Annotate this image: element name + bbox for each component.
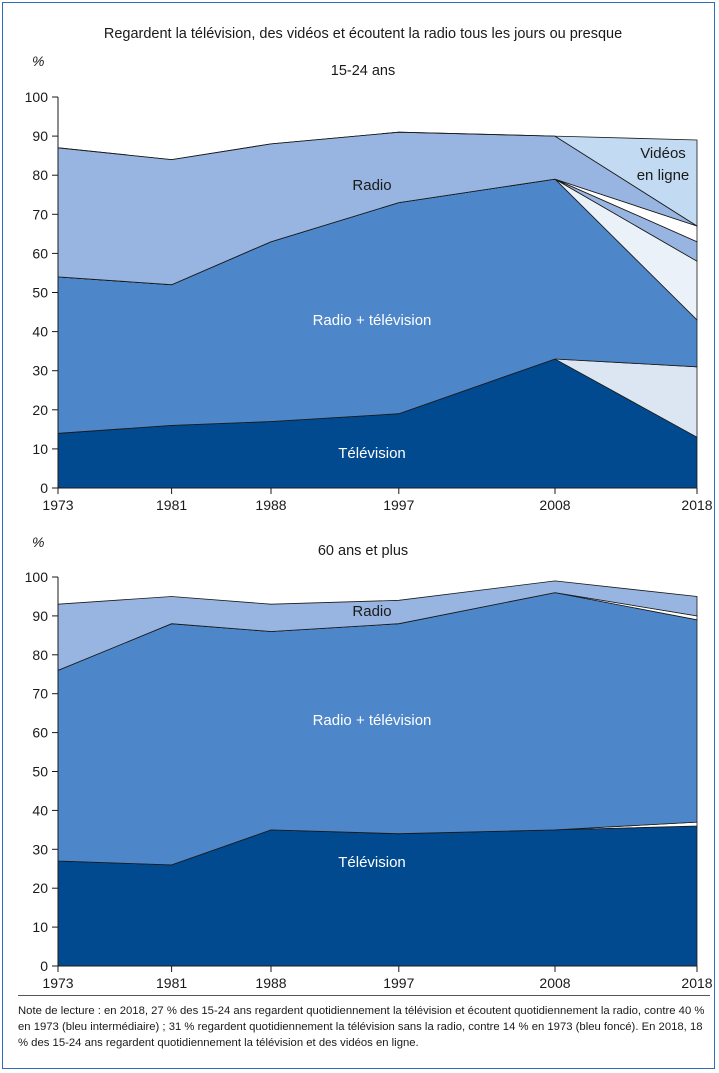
x-tick-label: 1997 bbox=[383, 975, 414, 991]
chart-panel-15-24: % 15-24 ans 0 10 20 30 40 50 60 70 80 90 100 1973 19… bbox=[25, 53, 713, 513]
y-tick-label: 90 bbox=[32, 128, 48, 144]
panel-2-areas bbox=[57, 580, 698, 967]
x-tick-label: 1997 bbox=[383, 497, 414, 513]
y-tick-label: 30 bbox=[32, 841, 48, 857]
y-tick-label: 70 bbox=[32, 206, 48, 222]
panel-1-ylabel: % bbox=[32, 53, 44, 69]
chart-panel-60-plus: % 60 ans et plus 0 10 20 30 40 50 60 70 80 90 100 1… bbox=[25, 534, 713, 991]
panel-2-ylabel: % bbox=[32, 534, 44, 550]
y-tick-label: 50 bbox=[32, 764, 48, 780]
panel-1-label-videos-1: Vidéos bbox=[640, 145, 686, 162]
x-tick-label: 1973 bbox=[42, 975, 73, 991]
panel-2-label-radio-tv: Radio + télévision bbox=[313, 712, 432, 729]
y-tick-label: 40 bbox=[32, 324, 48, 340]
reading-note: Note de lecture : en 2018, 27 % des 15-2… bbox=[18, 1005, 705, 1049]
x-tick-label: 2008 bbox=[539, 497, 570, 513]
y-tick-label: 0 bbox=[40, 480, 48, 496]
panel-1-label-videos-2: en ligne bbox=[637, 167, 690, 184]
panel-2-title: 60 ans et plus bbox=[318, 543, 408, 559]
panel-1-series-7 bbox=[57, 131, 698, 227]
figure-title: Regardent la télévision, des vidéos et é… bbox=[104, 26, 622, 42]
x-tick-label: 1981 bbox=[156, 975, 187, 991]
panel-1-label-radio: Radio bbox=[352, 177, 391, 194]
y-tick-label: 100 bbox=[25, 569, 49, 585]
y-tick-label: 70 bbox=[32, 686, 48, 702]
panel-2-label-radio: Radio bbox=[352, 603, 391, 620]
x-tick-label: 1988 bbox=[255, 497, 286, 513]
y-tick-label: 0 bbox=[40, 958, 48, 974]
y-tick-label: 50 bbox=[32, 285, 48, 301]
panel-1-label-radio-tv: Radio + télévision bbox=[313, 312, 432, 329]
panel-1-title: 15-24 ans bbox=[331, 63, 396, 79]
panel-1-areas bbox=[57, 131, 698, 489]
x-tick-label: 2008 bbox=[539, 975, 570, 991]
x-tick-label: 2018 bbox=[681, 497, 712, 513]
panel-1-label-television: Télévision bbox=[338, 445, 406, 462]
y-tick-label: 80 bbox=[32, 647, 48, 663]
y-tick-label: 10 bbox=[32, 441, 48, 457]
y-tick-label: 40 bbox=[32, 802, 48, 818]
y-tick-label: 80 bbox=[32, 167, 48, 183]
panel-2-label-television: Télévision bbox=[338, 854, 406, 871]
x-tick-label: 1988 bbox=[255, 975, 286, 991]
y-tick-label: 30 bbox=[32, 363, 48, 379]
x-tick-label: 1981 bbox=[156, 497, 187, 513]
panel-2-series-4 bbox=[57, 580, 698, 671]
y-tick-label: 100 bbox=[25, 89, 49, 105]
y-tick-label: 20 bbox=[32, 402, 48, 418]
x-tick-label: 1973 bbox=[42, 497, 73, 513]
y-tick-label: 10 bbox=[32, 919, 48, 935]
note-divider bbox=[18, 995, 710, 996]
y-tick-label: 90 bbox=[32, 608, 48, 624]
panel-2-axes: 0 10 20 30 40 50 60 70 80 90 100 1973 1981 1988 1997 20… bbox=[25, 569, 713, 991]
panel-1-axes: 0 10 20 30 40 50 60 70 80 90 100 1973 1981 1988 1997 20… bbox=[25, 89, 713, 513]
x-tick-label: 2018 bbox=[681, 975, 712, 991]
y-tick-label: 60 bbox=[32, 725, 48, 741]
chart-svg: Regardent la télévision, des vidéos et é… bbox=[25, 26, 713, 991]
y-tick-label: 20 bbox=[32, 880, 48, 896]
y-tick-label: 60 bbox=[32, 245, 48, 261]
